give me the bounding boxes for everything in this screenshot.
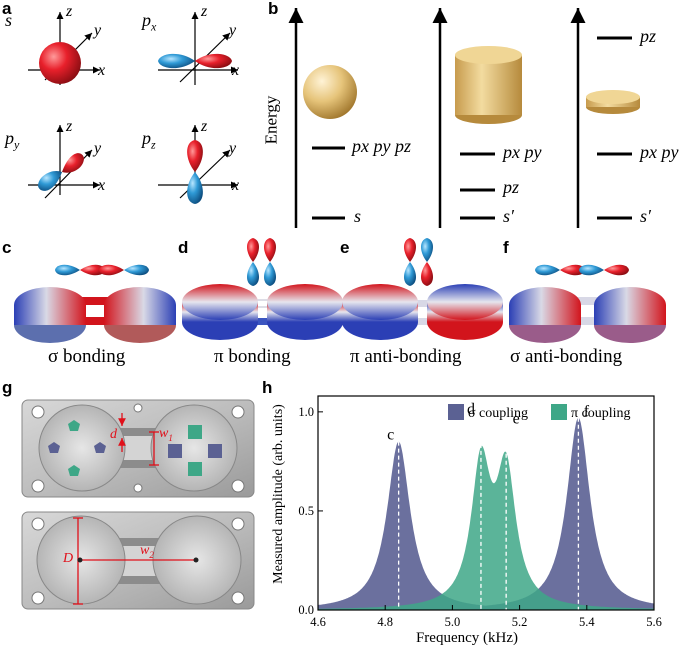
panel-label-c: c xyxy=(2,238,12,257)
panel-label-f: f xyxy=(503,238,509,257)
resonator-sigma-antibonding xyxy=(509,287,666,343)
series-area-pi xyxy=(318,445,654,610)
label-s: s xyxy=(5,10,13,30)
flat-disk xyxy=(586,90,640,114)
energy-axis-label: Energy xyxy=(261,95,281,145)
axis-y-py: y xyxy=(94,140,102,157)
resonator-pi-antibonding xyxy=(342,284,503,340)
axis-x-s: x xyxy=(98,62,106,79)
level-label-col1-lower: s xyxy=(354,206,362,226)
resonator-pi-bonding xyxy=(182,284,343,340)
axis-z-py: z xyxy=(66,118,73,135)
x-tick-label: 4.6 xyxy=(310,615,326,629)
peak-label-c: c xyxy=(387,427,394,444)
axis-z-s: z xyxy=(66,3,73,20)
axis-y-pz: y xyxy=(229,140,237,157)
panel-label-h: h xyxy=(262,378,273,397)
orbital-icons-e xyxy=(404,238,433,286)
x-tick-label: 5.2 xyxy=(512,615,528,629)
panel-label-g: g xyxy=(2,378,13,397)
photo-label-D: D xyxy=(63,551,74,566)
level-label-col3-top: pz xyxy=(640,26,657,46)
y-tick-label: 0.5 xyxy=(298,504,314,518)
caption-sigma-antibonding: σ anti-bonding xyxy=(510,346,623,367)
caption-pi-antibonding: π anti-bonding xyxy=(350,346,462,367)
orbital-icons-f xyxy=(535,264,629,276)
legend-swatch-sigma xyxy=(448,404,464,420)
sample-photo-bottom xyxy=(21,511,255,610)
resonator-sigma-bonding xyxy=(14,287,176,343)
label-pz: pz xyxy=(142,128,156,152)
x-tick-label: 4.8 xyxy=(377,615,393,629)
level-label-col1-upper: px py pz xyxy=(352,136,411,156)
axis-y-px: y xyxy=(229,22,237,39)
x-axis-label: Frequency (kHz) xyxy=(416,630,518,646)
caption-sigma-bonding: σ bonding xyxy=(48,346,126,367)
x-tick-label: 5.6 xyxy=(646,615,662,629)
axis-x-pz: x xyxy=(232,177,240,194)
x-tick-label: 5.4 xyxy=(579,615,595,629)
panel-label-b: b xyxy=(268,0,279,18)
photo-label-d: d xyxy=(110,427,117,442)
px-orbital xyxy=(158,12,238,85)
x-tick-label: 5.0 xyxy=(445,615,461,629)
level-label-col3-lower: s′ xyxy=(640,206,651,226)
pz-orbital xyxy=(158,124,238,204)
panel-label-a: a xyxy=(2,0,12,18)
label-py: py xyxy=(5,128,20,152)
axis-z-pz: z xyxy=(201,118,208,135)
gold-sphere xyxy=(303,65,357,119)
axis-z-px: z xyxy=(201,3,208,20)
y-axis-label: Measured amplitude (arb. units) xyxy=(271,404,286,584)
axis-y-s: y xyxy=(94,22,102,39)
legend-swatch-pi xyxy=(551,404,567,420)
y-tick-label: 1.0 xyxy=(298,405,314,419)
photo-label-w1: w1 xyxy=(159,426,173,443)
legend-label-sigma: σ coupling xyxy=(468,406,528,421)
sample-photo-top xyxy=(21,399,255,498)
tall-cylinder xyxy=(455,46,522,124)
panel-label-d: d xyxy=(178,238,189,257)
legend-label-pi: π coupling xyxy=(571,406,631,421)
peak-label-e: e xyxy=(513,411,520,428)
caption-pi-bonding: π bonding xyxy=(214,346,291,367)
py-orbital xyxy=(28,124,100,199)
level-label-col3-upper: px py xyxy=(640,142,679,162)
axis-x-px: x xyxy=(232,62,240,79)
orbital-icons-c xyxy=(55,264,149,276)
peak-label-f: f xyxy=(584,403,590,420)
peak-label-d: d xyxy=(467,401,475,418)
photo-label-w2: w2 xyxy=(140,543,154,560)
plot-area: c f d e 4.6 4.8 5.0 5.2 5.4 5.6 0.0 0.5 1.0 σ couplin… xyxy=(298,395,662,629)
level-label-col2-mid: pz xyxy=(503,177,520,197)
energy-diagram xyxy=(288,8,640,228)
level-label-col2-lower: s′ xyxy=(503,206,514,226)
level-label-col2-upper: px py xyxy=(503,142,542,162)
label-px: px xyxy=(142,10,157,34)
series-area-sigma xyxy=(318,417,654,610)
panel-label-e: e xyxy=(340,238,350,257)
y-tick-label: 0.0 xyxy=(298,603,314,617)
axis-x-py: x xyxy=(98,177,106,194)
orbital-icons-d xyxy=(247,238,276,286)
s-orbital xyxy=(28,12,100,85)
plot-frame xyxy=(317,395,655,611)
